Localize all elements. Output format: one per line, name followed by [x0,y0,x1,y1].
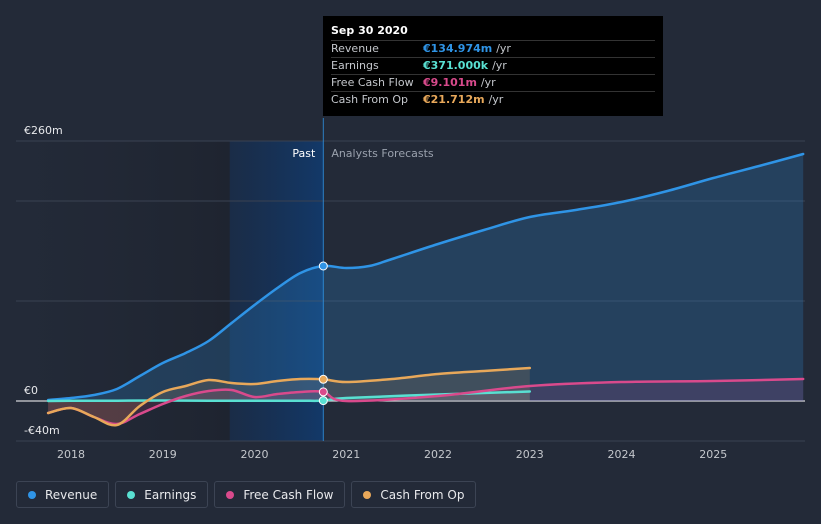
earnings-dot-icon [127,490,136,499]
x-tick-label: 2023 [516,448,544,461]
tooltip-label-revenue: Revenue [331,42,379,55]
tooltip-date: Sep 30 2020 [331,24,408,37]
x-tick-label: 2024 [608,448,636,461]
x-tick-label: 2018 [57,448,85,461]
tooltip-label-earnings: Earnings [331,59,379,72]
cash-from-op-area [48,368,530,426]
tooltip-value-revenue: €134.974m [423,42,493,55]
revenue-dot-icon [28,490,36,499]
forecast-label: Analysts Forecasts [331,147,434,160]
tooltip-unit-free-cash-flow: /yr [480,76,496,89]
cash-from-op-dot-icon [363,490,372,499]
x-tick-label: 2021 [332,448,360,461]
tooltip-label-cash-from-op: Cash From Op [331,93,409,106]
cash-from-op-line [46,366,532,427]
tooltip-row-revenue: Revenue €134.974m /yr [331,40,655,57]
tooltip-unit-cash-from-op: /yr [488,93,504,106]
tooltip-value-earnings: €371.000k [423,59,489,72]
free-cash-flow-dot-icon [226,490,235,499]
legend-label-cash-from-op: Cash From Op [380,487,465,502]
x-tick-label: 2019 [149,448,177,461]
past-label: Past [292,147,316,160]
earnings-line [46,390,532,403]
legend-label-free-cash-flow: Free Cash Flow [243,487,334,502]
tooltip-unit-earnings: /yr [492,59,507,72]
x-tick-label: 2022 [424,448,452,461]
tooltip-row-free-cash-flow: Free Cash Flow €9.101m /yr [331,74,655,91]
tooltip-row-cash-from-op: Cash From Op €21.712m /yr [331,91,655,108]
tooltip: Sep 30 2020 Revenue €134.974m /yr Earnin… [323,16,663,116]
legend-label-earnings: Earnings [144,487,197,502]
legend-label-revenue: Revenue [45,487,98,502]
free-cash-flow-marker [318,387,328,397]
cash-from-op-marker [318,374,328,384]
tooltip-value-free-cash-flow: €9.101m [423,76,477,89]
y-tick-label: -€40m [24,424,60,437]
legend: Revenue Earnings Free Cash Flow Cash Fro… [16,481,482,508]
x-tick-label: 2025 [699,448,727,461]
revenue-area [48,154,804,401]
legend-item-revenue[interactable]: Revenue [16,481,110,508]
y-tick-label: €0 [24,384,38,397]
tooltip-label-free-cash-flow: Free Cash Flow [331,76,414,89]
legend-item-earnings[interactable]: Earnings [115,481,209,508]
tooltip-value-cash-from-op: €21.712m [423,93,485,106]
tooltip-row-earnings: Earnings €371.000k /yr [331,57,655,74]
x-tick-label: 2020 [241,448,269,461]
legend-item-free-cash-flow[interactable]: Free Cash Flow [214,481,346,508]
revenue-marker [318,261,328,271]
tooltip-unit-revenue: /yr [496,42,511,55]
legend-item-cash-from-op[interactable]: Cash From Op [351,481,477,508]
y-tick-label: €260m [24,124,63,137]
free-cash-flow-area [48,379,804,425]
earnings-marker [318,396,328,406]
